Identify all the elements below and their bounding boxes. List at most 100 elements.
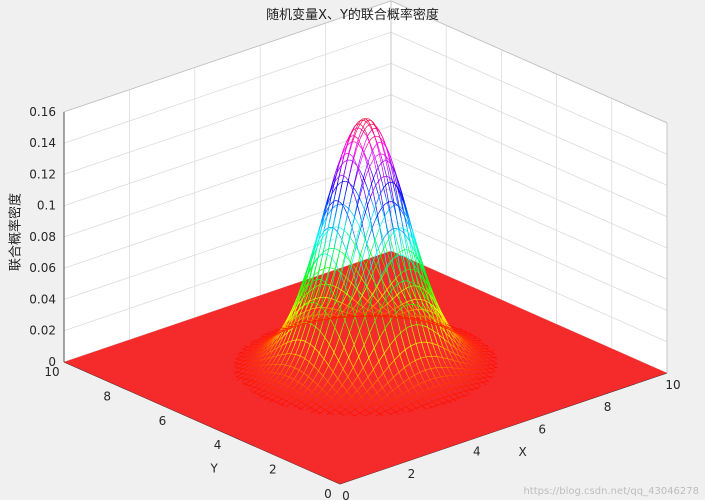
mesh-line-x xyxy=(445,374,449,380)
mesh-line-x xyxy=(335,176,339,182)
mesh-line-x xyxy=(466,335,470,338)
mesh-line-x xyxy=(398,351,402,361)
mesh-line-x xyxy=(458,369,462,374)
mesh-line-x xyxy=(263,343,267,346)
mesh-line-y xyxy=(246,360,250,364)
mesh-line-x xyxy=(250,390,254,393)
mesh-line-x xyxy=(332,178,336,191)
mesh-line-x xyxy=(364,229,369,240)
mesh-line-x xyxy=(378,278,382,284)
mesh-line-x xyxy=(359,118,363,122)
mesh-line-x xyxy=(416,320,420,322)
mesh-line-y xyxy=(370,347,375,355)
mesh-line-x xyxy=(333,399,337,403)
mesh-line-x xyxy=(406,276,410,291)
mesh-line-y xyxy=(389,412,394,415)
mesh-line-y xyxy=(405,235,410,242)
mesh-line-y xyxy=(357,310,361,313)
mesh-line-x xyxy=(425,281,429,286)
mesh-line-y xyxy=(365,166,370,176)
mesh-line-x xyxy=(271,335,275,338)
mesh-line-y xyxy=(450,359,454,361)
mesh-line-x xyxy=(267,397,271,400)
mesh-line-x xyxy=(305,302,309,306)
mesh-line-y xyxy=(421,390,425,393)
mesh-line-y xyxy=(276,399,281,403)
mesh-line-y xyxy=(456,360,460,363)
mesh-line-x xyxy=(365,131,369,139)
mesh-line-y xyxy=(431,367,436,369)
mesh-line-y xyxy=(336,280,341,294)
mesh-line-x xyxy=(414,237,418,247)
mesh-line-x xyxy=(323,277,328,288)
z-axis-label: 联合概率密度 xyxy=(8,192,24,272)
mesh-line-y xyxy=(279,397,284,401)
mesh-line-y xyxy=(293,404,298,408)
mesh-line-x xyxy=(378,222,382,230)
surface-base xyxy=(64,251,667,484)
mesh-line-x xyxy=(255,352,259,354)
mesh-line-x xyxy=(381,144,386,156)
mesh-line-x xyxy=(324,310,328,315)
mesh-line-y xyxy=(411,288,416,298)
mesh-line-x xyxy=(444,352,449,360)
mesh-line-y xyxy=(267,353,272,359)
mesh-line-y xyxy=(457,340,462,344)
mesh-line-x xyxy=(363,408,367,411)
mesh-line-x xyxy=(404,383,408,389)
mesh-line-x xyxy=(398,325,402,337)
mesh-line-x xyxy=(368,357,372,366)
mesh-line-x xyxy=(326,221,331,236)
mesh-line-x xyxy=(400,193,405,202)
mesh-line-x xyxy=(329,201,333,206)
mesh-line-y xyxy=(389,191,394,206)
mesh-line-x xyxy=(323,235,328,249)
mesh-line-y xyxy=(369,260,374,270)
mesh-line-y xyxy=(239,365,244,368)
mesh-line-y xyxy=(425,341,430,344)
mesh-line-x xyxy=(415,389,419,395)
mesh-line-x xyxy=(433,318,437,321)
mesh-line-x xyxy=(301,292,306,301)
mesh-line-y xyxy=(274,342,279,349)
mesh-line-y xyxy=(329,354,334,364)
mesh-line-y xyxy=(269,345,274,352)
mesh-line-y xyxy=(362,379,366,385)
mesh-line-x xyxy=(394,306,399,309)
mesh-line-x xyxy=(313,346,317,351)
mesh-line-y xyxy=(326,412,330,415)
mesh-line-x xyxy=(323,295,328,303)
mesh-line-y xyxy=(381,351,386,357)
mesh-line-y xyxy=(357,143,362,149)
mesh-line-x xyxy=(304,273,309,284)
mesh-line-x xyxy=(305,358,309,362)
mesh-line-x xyxy=(364,195,369,206)
mesh-line-y xyxy=(272,351,277,358)
mesh-line-x xyxy=(256,393,260,395)
mesh-line-x xyxy=(415,407,419,410)
mesh-line-y xyxy=(450,381,455,384)
mesh-line-x xyxy=(363,385,367,391)
mesh-line-y xyxy=(428,368,432,370)
mesh-line-x xyxy=(234,370,237,373)
mesh-line-y xyxy=(355,300,359,304)
mesh-line-y xyxy=(251,363,256,367)
mesh-line-x xyxy=(450,397,455,400)
mesh-line-y xyxy=(438,391,443,394)
mesh-line-x xyxy=(360,413,364,416)
mesh-line-x xyxy=(439,385,443,390)
mesh-line-x xyxy=(301,323,305,326)
mesh-line-y xyxy=(328,248,333,250)
mesh-line-x xyxy=(304,283,309,293)
mesh-line-y xyxy=(302,368,307,376)
mesh-line-x xyxy=(430,311,434,314)
mesh-line-x xyxy=(373,171,377,179)
mesh-line-x xyxy=(439,363,443,370)
mesh-line-y xyxy=(426,379,431,382)
mesh-line-x xyxy=(407,399,411,403)
mesh-line-x xyxy=(408,250,413,253)
mesh-line-x xyxy=(316,404,320,407)
mesh-line-x xyxy=(299,300,303,308)
mesh-line-y xyxy=(399,232,404,246)
mesh-line-y xyxy=(375,284,380,291)
